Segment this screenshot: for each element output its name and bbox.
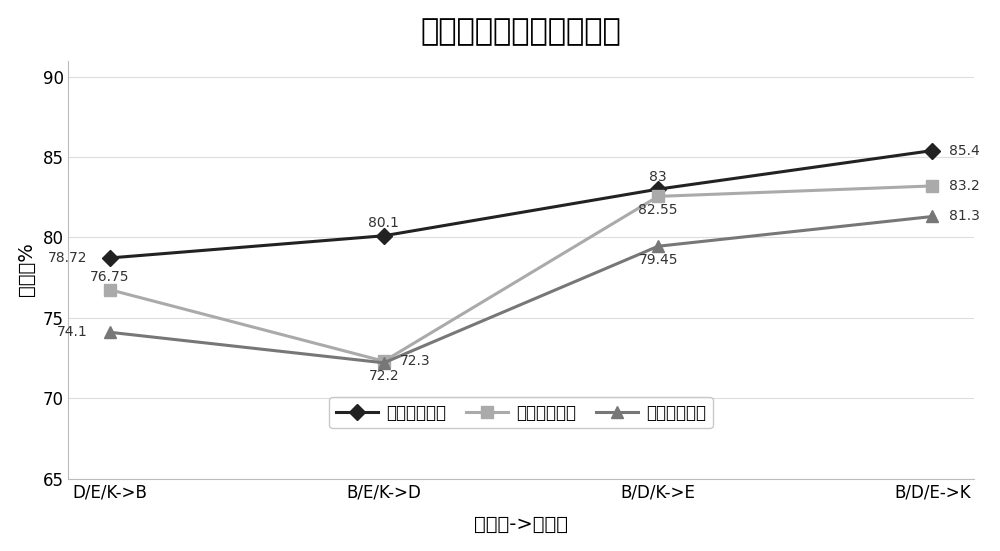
Line: 所有特征结果: 所有特征结果	[104, 145, 938, 263]
所有特征结果	[652, 186, 664, 192]
映射特征结果	[652, 243, 664, 250]
Legend: 所有特征结果, 原始特征结果, 映射特征结果: 所有特征结果, 原始特征结果, 映射特征结果	[329, 397, 713, 429]
原始特征结果	[378, 358, 390, 365]
Text: 72.3: 72.3	[400, 354, 431, 368]
Text: 81.3: 81.3	[949, 209, 980, 224]
Text: 78.72: 78.72	[48, 251, 88, 265]
Text: 83: 83	[649, 170, 667, 183]
所有特征结果	[926, 147, 938, 154]
Text: 80.1: 80.1	[368, 216, 399, 230]
Text: 83.2: 83.2	[949, 179, 980, 193]
原始特征结果	[104, 287, 116, 293]
Text: 85.4: 85.4	[949, 144, 980, 158]
Text: 74.1: 74.1	[57, 325, 88, 339]
映射特征结果	[926, 213, 938, 220]
Line: 原始特征结果: 原始特征结果	[104, 180, 938, 367]
Line: 映射特征结果: 映射特征结果	[103, 210, 939, 369]
Text: 79.45: 79.45	[638, 253, 678, 267]
Text: 76.75: 76.75	[90, 270, 129, 284]
X-axis label: 多源域->目标域: 多源域->目标域	[474, 515, 568, 534]
Title: 集成迁移的情感分类结果: 集成迁移的情感分类结果	[421, 17, 621, 46]
原始特征结果	[926, 182, 938, 189]
Text: 82.55: 82.55	[638, 203, 678, 217]
原始特征结果	[652, 193, 664, 199]
映射特征结果	[104, 329, 116, 336]
所有特征结果	[378, 233, 390, 239]
Text: 72.2: 72.2	[369, 369, 399, 383]
所有特征结果	[104, 255, 116, 261]
映射特征结果	[378, 359, 390, 366]
Y-axis label: 准确率%: 准确率%	[17, 242, 36, 296]
